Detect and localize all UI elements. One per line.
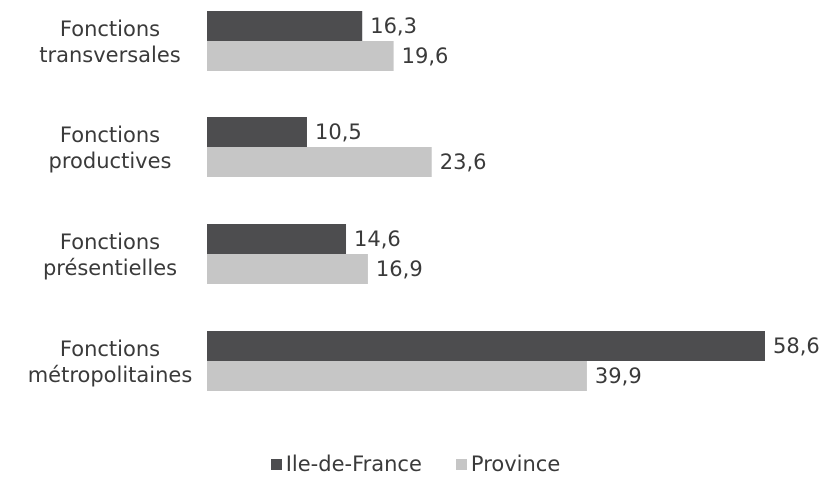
bar-ile-de-france-fonctions-presentielles: [207, 224, 347, 254]
bar-province-fonctions-transversales: [207, 41, 394, 71]
bar-ile-de-france-fonctions-productives: [207, 117, 307, 147]
bar-province-fonctions-presentielles: [207, 254, 368, 284]
data-label-province-fonctions-productives: 23,6: [440, 150, 487, 174]
legend: Ile-de-France Province: [0, 452, 831, 476]
category-label-fonctions-productives: Fonctions productives: [49, 123, 172, 173]
legend-swatch-ile-de-france: [270, 458, 282, 470]
bar-province-fonctions-productives: [207, 147, 432, 177]
bar-chart: Fonctions transversales 16,3 19,6 Fonctions p…: [28, 11, 820, 391]
data-label-ile-de-france-fonctions-metropolitaines: 58,6: [773, 334, 820, 358]
legend-label-province: Province: [470, 452, 561, 476]
data-label-province-fonctions-presentielles: 16,9: [376, 257, 423, 281]
category-label-fonctions-presentielles: Fonctions présentielles: [43, 230, 177, 280]
bar-ile-de-france-fonctions-transversales: [207, 11, 363, 41]
category-label-fonctions-transversales: Fonctions transversales: [39, 17, 180, 67]
data-label-province-fonctions-transversales: 19,6: [402, 44, 449, 68]
legend-item-ile-de-france: Ile-de-France: [270, 452, 422, 476]
legend-item-province: Province: [455, 452, 561, 476]
category-label-fonctions-metropolitaines: Fonctions métropolitaines: [28, 337, 193, 387]
data-label-ile-de-france-fonctions-transversales: 16,3: [370, 14, 417, 38]
legend-swatch-province: [455, 458, 467, 470]
bar-province-fonctions-metropolitaines: [207, 361, 587, 391]
bar-ile-de-france-fonctions-metropolitaines: [207, 331, 765, 361]
data-label-ile-de-france-fonctions-presentielles: 14,6: [354, 227, 401, 251]
data-label-province-fonctions-metropolitaines: 39,9: [595, 364, 642, 388]
data-label-ile-de-france-fonctions-productives: 10,5: [315, 120, 362, 144]
legend-label-ile-de-france: Ile-de-France: [285, 452, 422, 476]
